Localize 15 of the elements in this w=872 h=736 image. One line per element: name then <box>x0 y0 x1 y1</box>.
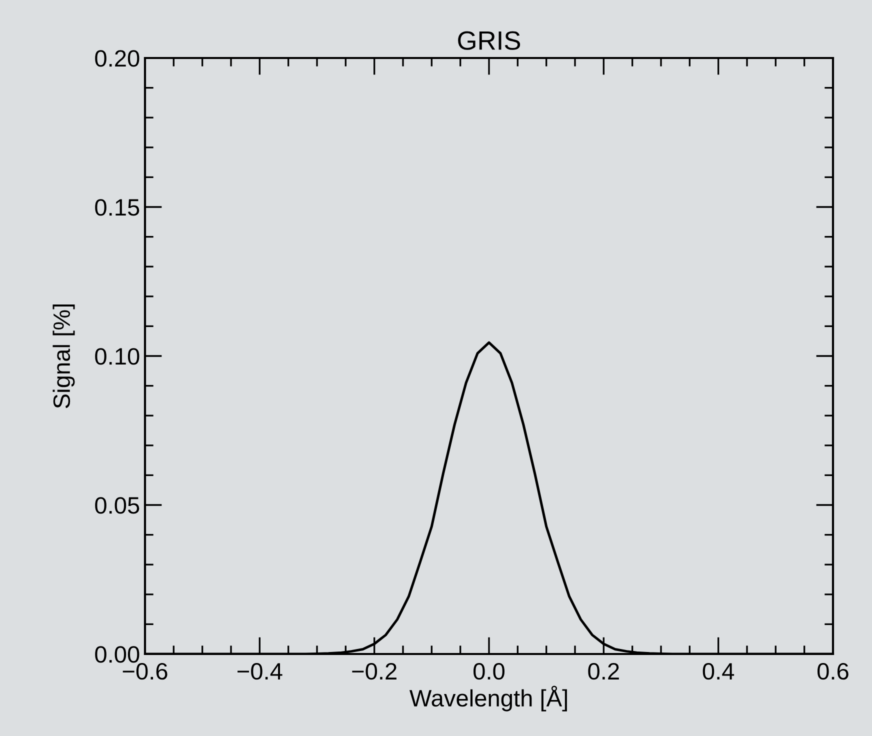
y-tick-label: 0.10 <box>95 348 140 365</box>
x-tick-label: 0.0 <box>474 662 504 680</box>
y-tick-label: 0.00 <box>95 646 140 663</box>
x-tick-label: −0.6 <box>122 662 168 680</box>
x-tick-label: 0.6 <box>818 662 848 680</box>
y-tick-label: 0.15 <box>95 199 140 216</box>
x-tick-label: −0.2 <box>352 662 396 680</box>
x-tick-label: −0.4 <box>238 662 282 680</box>
x-tick-label: 0.4 <box>702 662 734 680</box>
x-axis-title: Wavelength [Å] <box>409 686 567 712</box>
chart-title: GRIS <box>458 31 520 50</box>
y-axis-title: Signal [%] <box>52 304 75 408</box>
x-tick-label: 0.2 <box>588 662 619 680</box>
y-tick-label: 0.05 <box>95 497 140 514</box>
y-tick-label: 0.20 <box>95 50 140 67</box>
